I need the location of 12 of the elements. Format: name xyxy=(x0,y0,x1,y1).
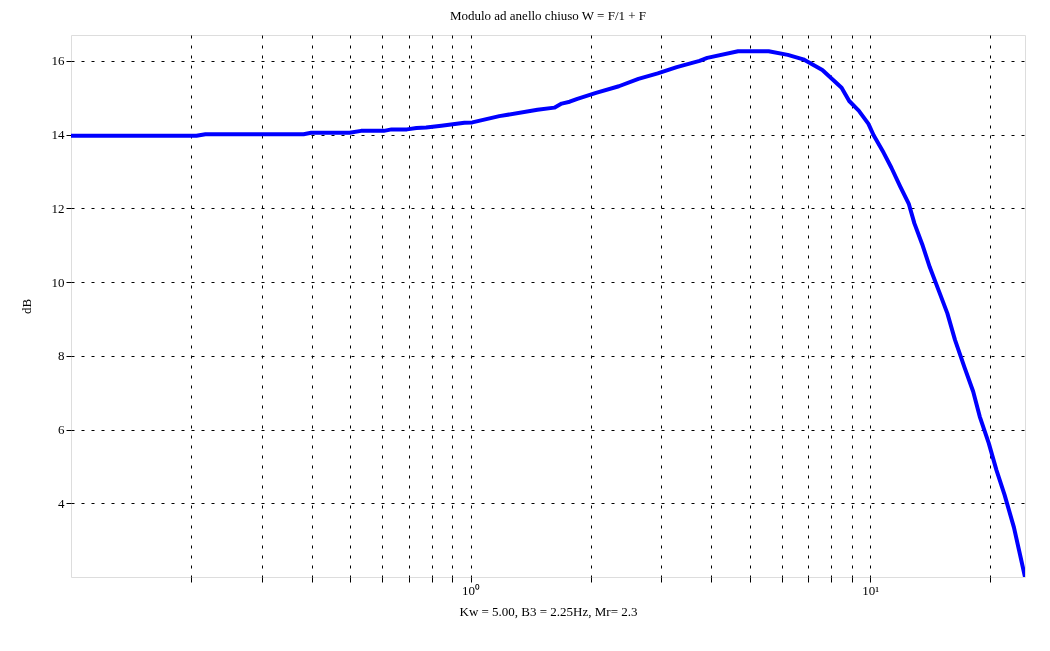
x-axis-title: Kw = 5.00, B3 = 2.25Hz, Mr= 2.3 xyxy=(459,603,638,619)
y-tick-label: 8 xyxy=(58,348,65,364)
y-tick-label: 10 xyxy=(51,274,65,290)
y-tick-label: 12 xyxy=(51,200,65,216)
y-tick-label: 14 xyxy=(51,127,65,143)
y-tick-label: 6 xyxy=(58,422,65,438)
y-axis-title: dB xyxy=(18,298,34,315)
x-tick-label: 10⁰ xyxy=(462,582,481,598)
x-tick-label: 10¹ xyxy=(862,582,880,598)
y-tick-label: 16 xyxy=(51,53,65,69)
y-tick-label: 4 xyxy=(58,495,65,511)
chart-title: Modulo ad anello chiuso W = F/1 + F xyxy=(449,8,647,23)
